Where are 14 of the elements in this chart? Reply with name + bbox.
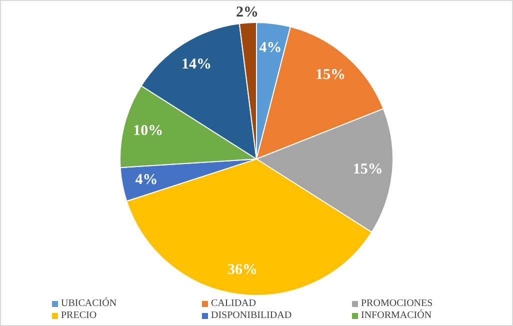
legend-label: UBICACIÓN (61, 298, 117, 310)
data-label: 4% (259, 40, 282, 56)
data-label: 10% (133, 123, 164, 140)
legend-label: PROMOCIONES (361, 298, 433, 309)
data-label: 14% (182, 56, 212, 72)
data-label: 4% (135, 172, 158, 188)
data-label: 15% (352, 161, 383, 178)
data-label: 15% (316, 66, 346, 83)
legend-label: DISPONIBILIDAD (211, 310, 292, 322)
legend-label: CALIDAD (211, 298, 256, 310)
legend-label: INFORMACIÓN (361, 310, 432, 322)
legend-label: PRECIO (61, 310, 97, 322)
data-label: 36% (227, 262, 258, 278)
data-label: 2% (236, 4, 259, 21)
